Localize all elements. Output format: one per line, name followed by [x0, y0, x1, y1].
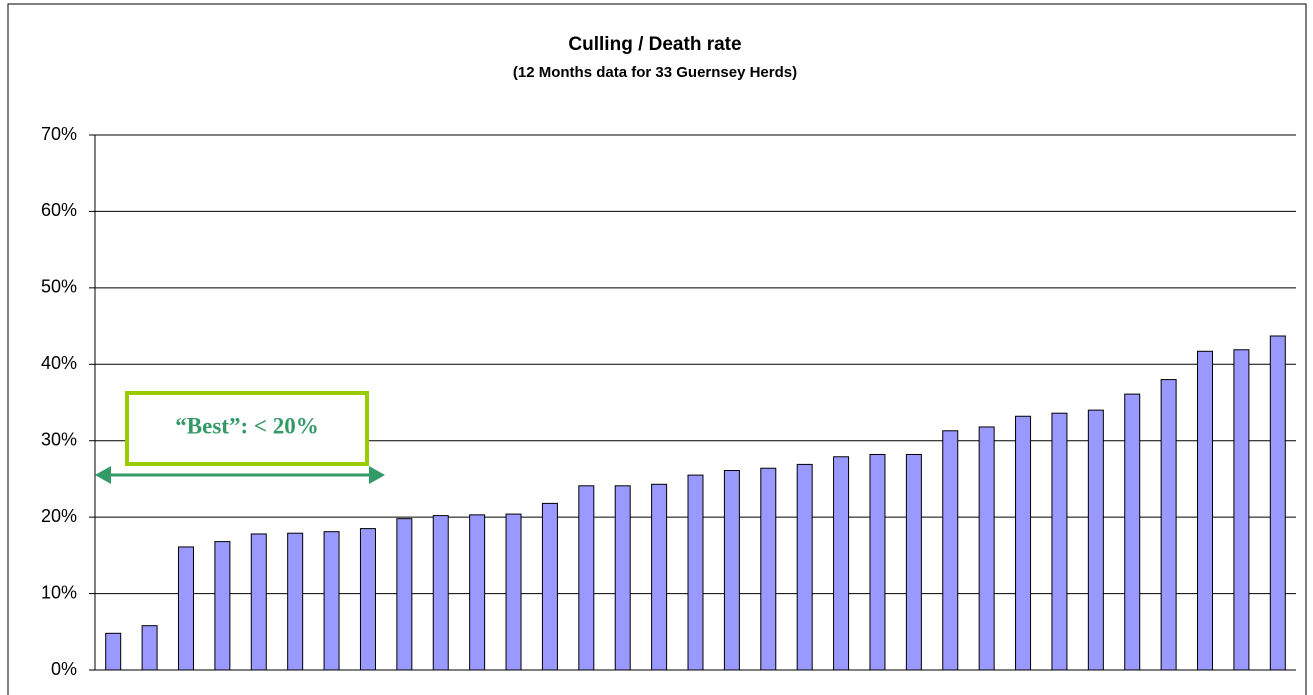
bar — [869, 453, 886, 671]
bar — [1197, 350, 1214, 671]
bar — [250, 533, 267, 671]
chart-subtitle: (12 Months data for 33 Guernsey Herds) — [513, 64, 797, 81]
bar — [796, 463, 813, 671]
bar — [833, 456, 850, 671]
y-tick-label: 30% — [41, 429, 77, 449]
bar — [287, 532, 304, 671]
arrow-head — [369, 466, 385, 484]
bar — [105, 632, 122, 671]
bar — [469, 514, 486, 671]
bar — [1015, 415, 1032, 671]
y-tick-label: 70% — [41, 124, 77, 144]
bar — [687, 474, 704, 671]
plot-area: 0% 10% 20% 30% 40% 50% 60% 70% — [41, 124, 1296, 679]
bar — [177, 546, 194, 671]
bar — [141, 625, 158, 671]
chart-title: Culling / Death rate — [568, 34, 741, 55]
bar — [432, 515, 449, 671]
bar — [214, 541, 231, 671]
bar — [1160, 379, 1177, 671]
bar — [396, 518, 413, 671]
bar — [723, 470, 740, 671]
y-tick-label: 0% — [51, 659, 77, 679]
bar — [942, 430, 959, 671]
bar — [978, 426, 995, 671]
bar — [905, 453, 922, 671]
y-tick-label: 60% — [41, 200, 77, 220]
bar — [323, 531, 340, 671]
bar — [359, 528, 376, 671]
y-tick-label: 50% — [41, 277, 77, 297]
bar — [651, 483, 668, 671]
bar — [505, 513, 522, 671]
arrow-head — [95, 466, 111, 484]
y-tick-label: 40% — [41, 353, 77, 373]
y-tick-label: 10% — [41, 582, 77, 602]
bar — [541, 502, 558, 671]
y-tick-label: 20% — [41, 506, 77, 526]
bar — [1269, 335, 1286, 671]
bar — [578, 485, 595, 671]
bar — [1233, 349, 1250, 671]
bar — [1124, 393, 1141, 671]
bar — [760, 467, 777, 671]
annotation-text: “Best”: < 20% — [175, 413, 318, 438]
bar — [1051, 412, 1068, 671]
annotation-box — [125, 391, 369, 466]
best-annotation: “Best”: < 20% — [95, 391, 385, 484]
bar — [1087, 409, 1104, 671]
bar — [614, 485, 631, 671]
